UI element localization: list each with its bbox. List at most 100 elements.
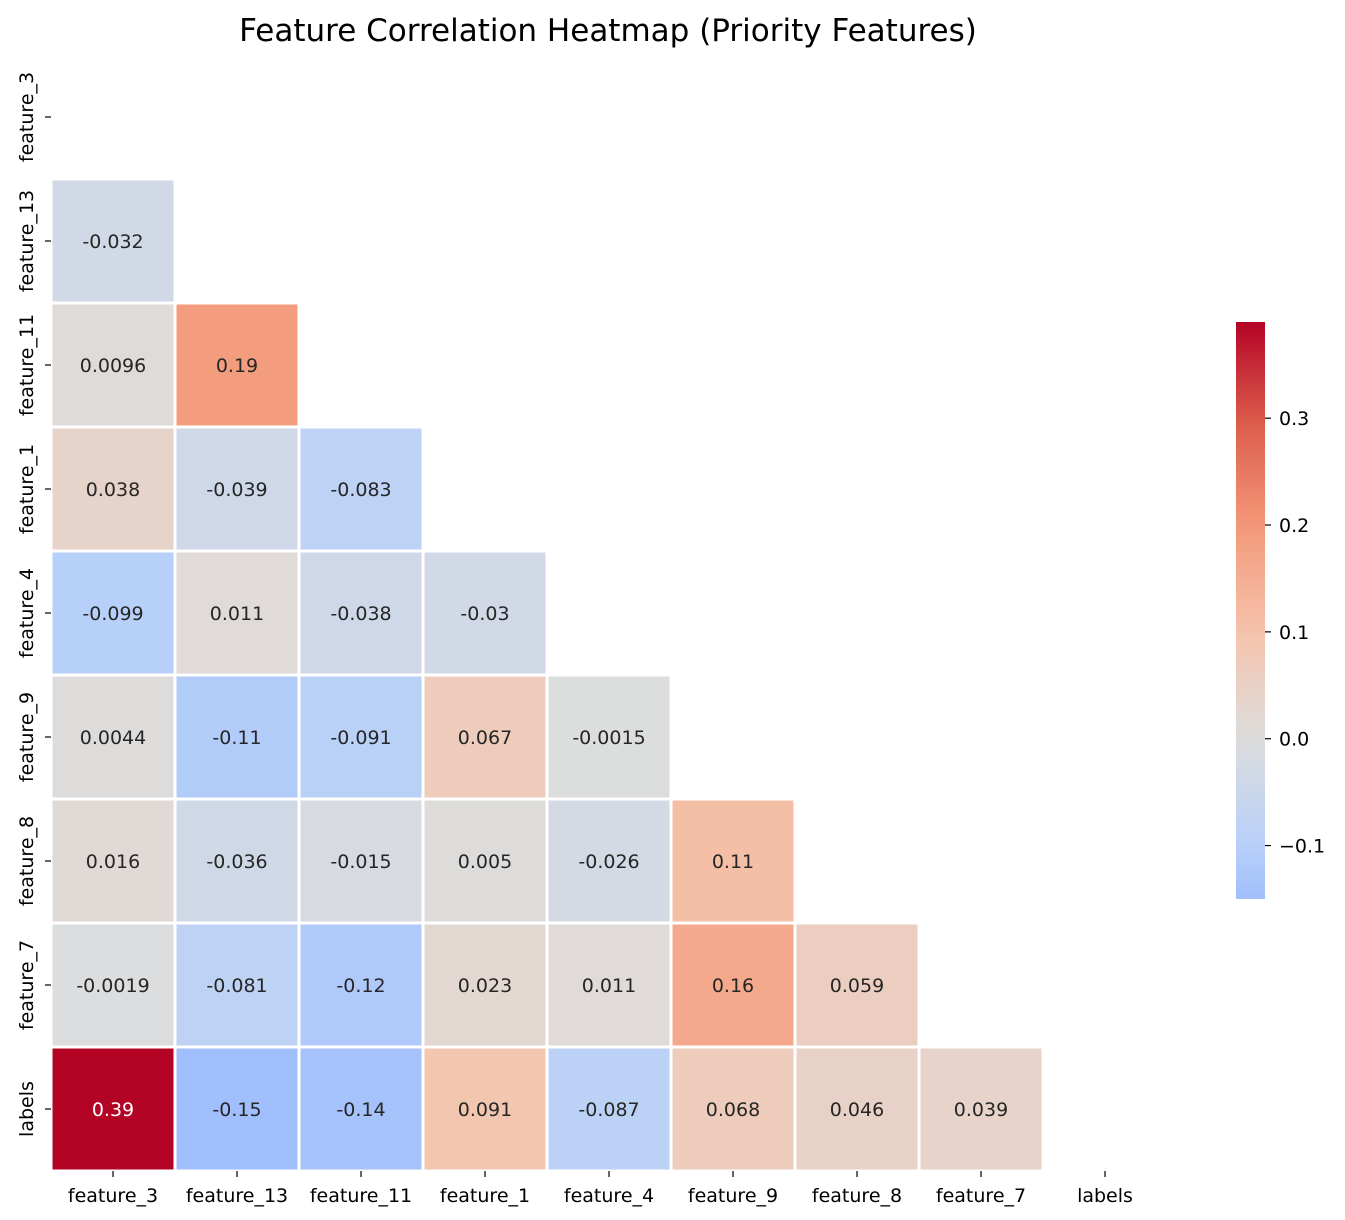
cell-value-label: -0.015 [330, 851, 391, 873]
y-tick-label: feature_3 [16, 72, 38, 162]
x-tick-label: feature_7 [936, 1185, 1026, 1207]
y-axis: feature_3 feature_13 feature_11 feature_1fe… [16, 72, 51, 1137]
heatmap-cell [672, 1048, 794, 1170]
heatmap-cell [300, 676, 422, 798]
y-tick-label: feature_11 [16, 314, 38, 416]
heatmap-cell [300, 428, 422, 550]
heatmap-cell [52, 800, 174, 922]
cell-value-label: -0.083 [330, 479, 391, 501]
y-tick-label: feature_8 [16, 816, 38, 906]
y-tick-label: feature_1 [16, 444, 38, 534]
x-tick-label: feature_4 [564, 1185, 654, 1207]
cell-value-label: 0.19 [216, 355, 258, 377]
colorbar-tick-label: 0.1 [1279, 622, 1309, 644]
chart-title: Feature Correlation Heatmap (Priority Fe… [239, 13, 977, 49]
cell-value-label: 0.16 [712, 975, 754, 997]
cell-value-label: -0.026 [578, 851, 639, 873]
y-tick-label: labels [16, 1081, 38, 1137]
heatmap-cell [796, 1048, 918, 1170]
colorbar-tick-label: 0.2 [1279, 515, 1309, 537]
colorbar-gradient [1236, 322, 1265, 899]
cell-value-label: 0.11 [712, 851, 754, 873]
cell-value-label: 0.011 [210, 603, 264, 625]
colorbar-tick-label: 0.0 [1279, 729, 1309, 751]
heatmap-cell [548, 924, 670, 1046]
heatmap-cell [176, 676, 298, 798]
cell-value-label: -0.038 [330, 603, 391, 625]
cell-value-label: -0.15 [212, 1099, 261, 1121]
x-tick-label: feature_8 [812, 1185, 902, 1207]
heatmap-cell [52, 180, 174, 302]
heatmap-cell [548, 1048, 670, 1170]
cell-value-label: 0.0096 [80, 355, 146, 377]
cell-value-label: 0.067 [458, 727, 512, 749]
heatmap-cell [920, 1048, 1042, 1170]
cell-value-label: -0.039 [206, 479, 267, 501]
cell-value-label: 0.068 [706, 1099, 760, 1121]
heatmap-cell [424, 800, 546, 922]
heatmap-cell [176, 304, 298, 426]
y-tick-label: feature_13 [16, 190, 38, 292]
heatmap-cell [548, 800, 670, 922]
cell-value-label: -0.087 [578, 1099, 639, 1121]
cell-value-label: 0.005 [458, 851, 512, 873]
cell-value-label: 0.0044 [80, 727, 146, 749]
heatmap-cell [300, 800, 422, 922]
cell-value-label: -0.032 [82, 231, 143, 253]
cell-value-label: -0.03 [460, 603, 509, 625]
cell-value-label: -0.099 [82, 603, 143, 625]
cell-value-label: 0.091 [458, 1099, 512, 1121]
heatmap-cell [424, 676, 546, 798]
heatmap-cell [176, 428, 298, 550]
heatmap-cell [52, 552, 174, 674]
heatmap-cell [176, 552, 298, 674]
colorbar: −0.1 0.0 0.1 0.2 0.3 [1236, 322, 1325, 899]
heatmap-cell [176, 1048, 298, 1170]
cell-value-label: 0.39 [92, 1099, 134, 1121]
cell-value-label: 0.011 [582, 975, 636, 997]
cell-value-label: 0.039 [954, 1099, 1008, 1121]
x-tick-label: feature_1 [440, 1185, 530, 1207]
cell-value-label: 0.038 [86, 479, 140, 501]
heatmap-cell [548, 676, 670, 798]
heatmap-cell [796, 924, 918, 1046]
x-tick-label: labels [1077, 1185, 1133, 1207]
cell-value-label: -0.0019 [76, 975, 149, 997]
y-tick-label: feature_4 [16, 568, 38, 658]
heatmap-cell [300, 552, 422, 674]
heatmap-cell [300, 924, 422, 1046]
cell-value-label: -0.0015 [572, 727, 645, 749]
cell-value-label: 0.016 [86, 851, 140, 873]
heatmap-cells: -0.032 0.0096 0.19 0.038 -0.039 -0.083 -0.099 0… [52, 180, 1042, 1170]
cell-value-label: -0.036 [206, 851, 267, 873]
x-tick-label: feature_9 [688, 1185, 778, 1207]
heatmap-cell [52, 428, 174, 550]
heatmap-cell [672, 800, 794, 922]
heatmap-cell [176, 800, 298, 922]
x-tick-label: feature_3 [68, 1185, 158, 1207]
cell-value-label: 0.059 [830, 975, 884, 997]
colorbar-tick-label: 0.3 [1279, 408, 1309, 430]
heatmap-cell [424, 924, 546, 1046]
cell-value-label: -0.081 [206, 975, 267, 997]
cell-value-label: 0.023 [458, 975, 512, 997]
x-axis: feature_3 feature_13 feature_11 feature_1 fe… [68, 1171, 1133, 1207]
cell-value-label: 0.046 [830, 1099, 884, 1121]
heatmap-cell [672, 924, 794, 1046]
heatmap-cell [300, 1048, 422, 1170]
heatmap-cell [52, 1048, 174, 1170]
cell-value-label: -0.091 [330, 727, 391, 749]
heatmap-cell [424, 552, 546, 674]
heatmap-cell [52, 676, 174, 798]
heatmap-cell [424, 1048, 546, 1170]
cell-value-label: -0.12 [336, 975, 385, 997]
heatmap-cell [176, 924, 298, 1046]
colorbar-tick-label: −0.1 [1279, 836, 1325, 858]
y-tick-label: feature_7 [16, 940, 38, 1030]
x-tick-label: feature_13 [186, 1185, 288, 1207]
x-tick-label: feature_11 [310, 1185, 412, 1207]
heatmap-cell [52, 304, 174, 426]
y-tick-label: feature_9 [16, 692, 38, 782]
cell-value-label: -0.14 [336, 1099, 385, 1121]
